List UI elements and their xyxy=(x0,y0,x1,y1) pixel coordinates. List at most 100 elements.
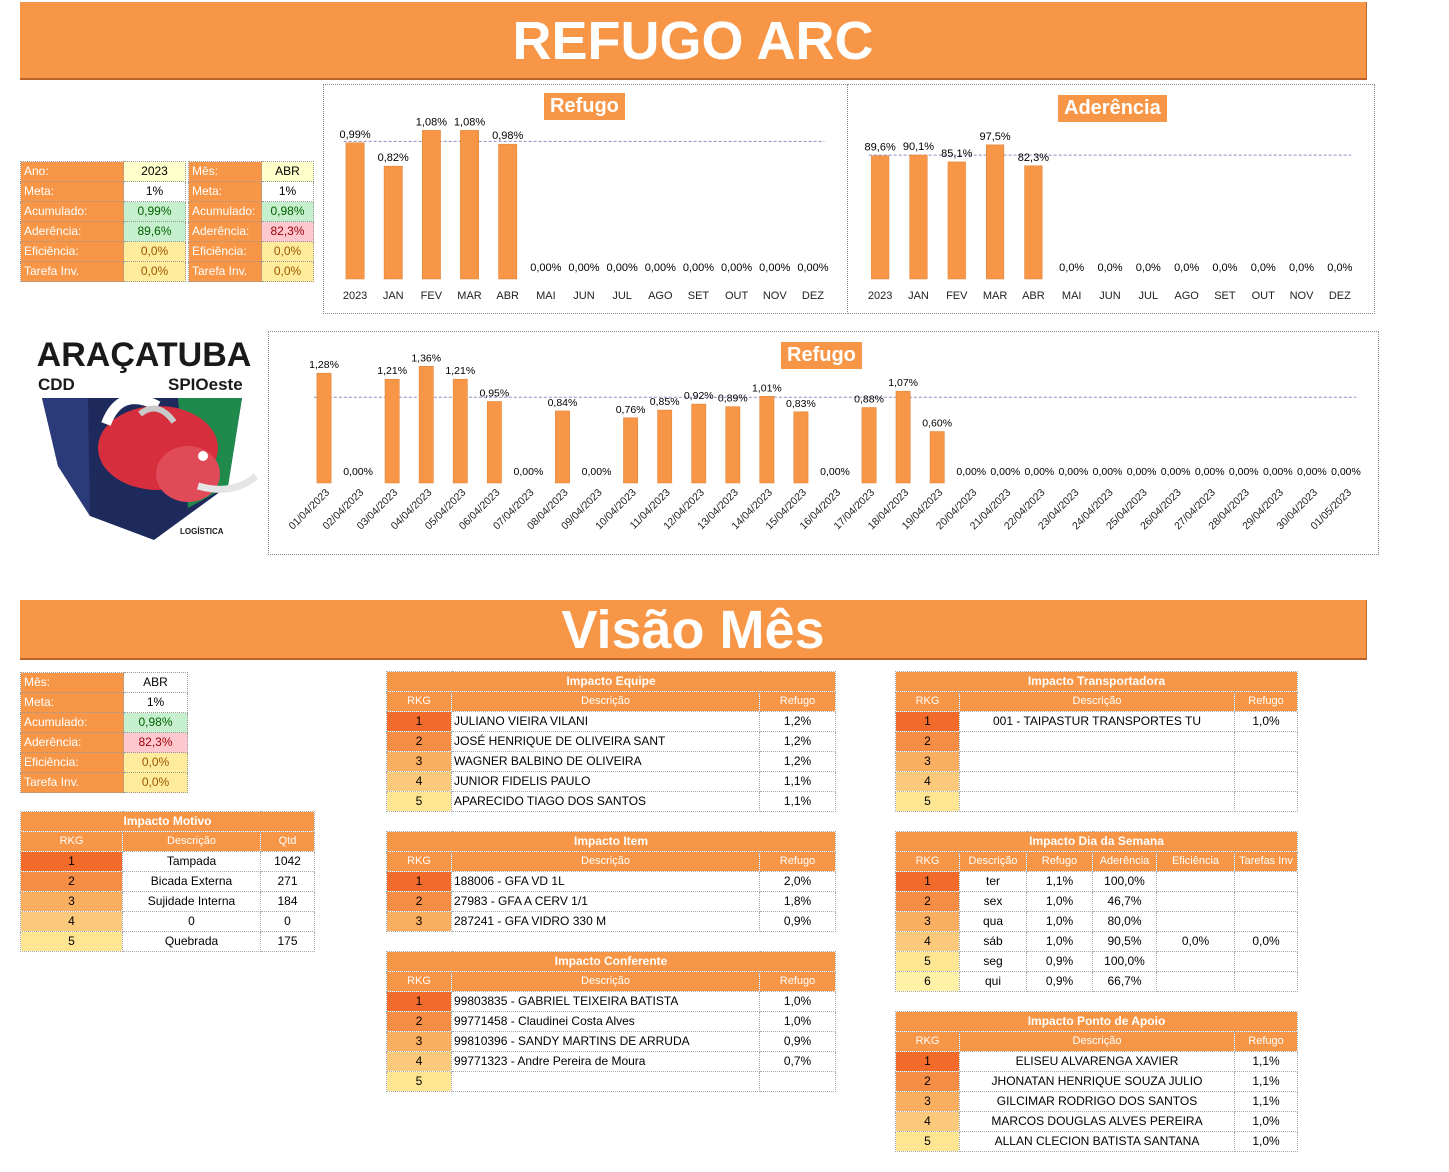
table-cell xyxy=(1235,892,1298,912)
chart-title: Aderência xyxy=(1058,95,1167,122)
table-cell: Sujidade Interna xyxy=(123,892,261,912)
table-cell: 66,7% xyxy=(1093,972,1157,992)
table-cell: ELISEU ALVARENGA XAVIER xyxy=(960,1052,1235,1072)
table-title-row: Impacto Equipe xyxy=(387,672,836,692)
table-title-row: Impacto Ponto de Apoio xyxy=(896,1012,1298,1032)
data-label: 0,0% xyxy=(1174,262,1199,274)
summary-row: Eficiência: 0,0% xyxy=(21,242,186,262)
bar xyxy=(986,145,1004,279)
rank-cell: 1 xyxy=(387,992,452,1012)
data-label: 0,00% xyxy=(645,262,676,274)
table-row: 4 xyxy=(896,772,1298,792)
table-cell: 1,1% xyxy=(1027,872,1093,892)
table-cell xyxy=(960,752,1235,772)
data-label: 0,00% xyxy=(1229,466,1259,478)
data-label: 0,00% xyxy=(1195,466,1225,478)
data-label: 1,07% xyxy=(888,377,918,389)
rank-cell: 3 xyxy=(387,1032,452,1052)
table-cell: WAGNER BALBINO DE OLIVEIRA xyxy=(452,752,760,772)
data-label: 82,3% xyxy=(1018,152,1049,164)
summary-value: 1% xyxy=(124,182,186,202)
table-row: 400 xyxy=(21,912,315,932)
table-cell: 0,9% xyxy=(1027,972,1093,992)
table-header-row: RKG Descrição Qtd xyxy=(21,832,315,852)
summary-value: 82,3% xyxy=(262,222,314,242)
data-label: 0,00% xyxy=(990,466,1020,478)
data-label: 0,60% xyxy=(922,418,952,430)
rank-cell: 5 xyxy=(896,1132,960,1152)
column-header: Refugo xyxy=(1235,1032,1298,1052)
tick-label: NOV xyxy=(1290,290,1315,302)
table-cell: 001 - TAIPASTUR TRANSPORTES TU xyxy=(960,712,1235,732)
bar xyxy=(419,366,433,483)
column-header: Refugo xyxy=(1027,852,1093,872)
rank-cell: 2 xyxy=(896,892,960,912)
table-header-row: RKG Descrição Refugo xyxy=(896,692,1298,712)
data-label: 1,36% xyxy=(411,352,441,364)
table-row: 5 xyxy=(896,792,1298,812)
table-header-row: RKG Descrição Refugo xyxy=(896,1032,1298,1052)
table-title: Impacto Dia da Semana xyxy=(896,832,1298,852)
summary-label: Acumulado: xyxy=(21,202,124,222)
chart-title: Refugo xyxy=(544,93,625,120)
table-cell: JOSÉ HENRIQUE DE OLIVEIRA SANT xyxy=(452,732,760,752)
table-row: 2 99771458 - Claudinei Costa Alves 1,0% xyxy=(387,1012,836,1032)
table-cell xyxy=(1235,912,1298,932)
summary-value: 0,98% xyxy=(124,713,188,733)
data-label: 0,00% xyxy=(582,466,612,478)
rank-cell: 2 xyxy=(896,732,960,752)
summary-value: 0,0% xyxy=(262,242,314,262)
rank-cell: 5 xyxy=(21,932,123,952)
bull-logo-icon: ARAÇATUBA CDD SPIOeste LOGÍSTICA xyxy=(28,336,260,548)
table-cell: 1,0% xyxy=(1235,712,1298,732)
column-header: Descrição xyxy=(960,852,1027,872)
table-cell: 0,9% xyxy=(1027,952,1093,972)
tick-label: NOV xyxy=(763,290,788,302)
table-cell: MARCOS DOUGLAS ALVES PEREIRA xyxy=(960,1112,1235,1132)
column-header: RKG xyxy=(896,1032,960,1052)
aderencia-monthly-chart: Aderência 89,6% 2023 90,1% JAN 85,1% FEV 97,5%… xyxy=(847,84,1375,314)
rank-cell: 1 xyxy=(896,1052,960,1072)
table-header-row: RKG Descrição Refugo xyxy=(387,852,836,872)
tick-label: FEV xyxy=(946,290,968,302)
data-label: 0,00% xyxy=(820,466,850,478)
table-cell: 1,2% xyxy=(760,732,836,752)
tick-label: SET xyxy=(1214,290,1236,302)
bar xyxy=(346,143,364,279)
table-cell: 1,1% xyxy=(760,772,836,792)
table-cell xyxy=(1157,872,1235,892)
tick-label: JUL xyxy=(1139,290,1159,302)
bar xyxy=(499,144,517,279)
table-row: 4 sáb 1,0% 90,5% 0,0% 0,0% xyxy=(896,932,1298,952)
rank-cell: 4 xyxy=(896,1112,960,1132)
data-label: 1,01% xyxy=(752,382,782,394)
impacto-transportadora-table: Impacto Transportadora RKG Descrição Refugo… xyxy=(895,671,1298,812)
table-cell: ter xyxy=(960,872,1027,892)
table-cell: 1,1% xyxy=(760,792,836,812)
table-row: 3 WAGNER BALBINO DE OLIVEIRA 1,2% xyxy=(387,752,836,772)
table-row: 6 qui 0,9% 66,7% xyxy=(896,972,1298,992)
tick-label: MAI xyxy=(1062,290,1082,302)
table-cell: 27983 - GFA A CERV 1/1 xyxy=(452,892,760,912)
summary-row: Acumulado: 0,99% xyxy=(21,202,186,222)
table-cell: GILCIMAR RODRIGO DOS SANTOS xyxy=(960,1092,1235,1112)
table-cell xyxy=(1235,792,1298,812)
table-cell xyxy=(1235,872,1298,892)
summary-value: 2023 xyxy=(124,162,186,182)
table-cell: 0,9% xyxy=(760,1032,836,1052)
bar xyxy=(794,412,808,483)
rank-cell: 2 xyxy=(21,872,123,892)
table-cell: 100,0% xyxy=(1093,952,1157,972)
data-label: 0,0% xyxy=(1097,262,1122,274)
table-cell: JULIANO VIEIRA VILANI xyxy=(452,712,760,732)
summary-label: Acumulado: xyxy=(21,713,124,733)
table-cell: 2,0% xyxy=(760,872,836,892)
table-header-row: RKG Descrição Refugo Aderência Eficiência Tar… xyxy=(896,852,1298,872)
rank-cell: 1 xyxy=(387,872,452,892)
tick-label: SET xyxy=(688,290,710,302)
table-title: Impacto Equipe xyxy=(387,672,836,692)
table-cell: ALLAN CLECION BATISTA SANTANA xyxy=(960,1132,1235,1152)
table-cell: JHONATAN HENRIQUE SOUZA JULIO xyxy=(960,1072,1235,1092)
table-cell: 100,0% xyxy=(1093,872,1157,892)
table-cell: 1,0% xyxy=(1235,1132,1298,1152)
